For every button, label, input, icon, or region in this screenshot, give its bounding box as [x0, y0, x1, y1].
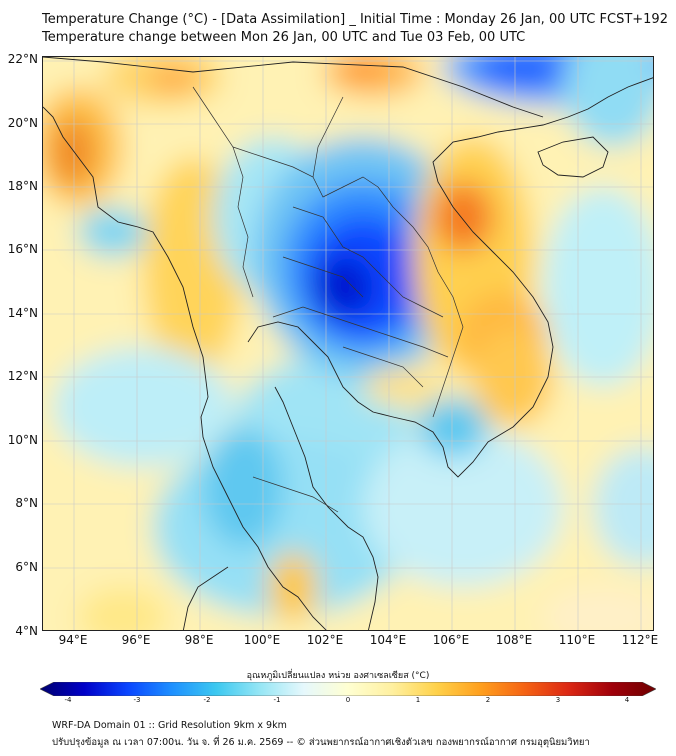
lon-label-102e: 102°E	[306, 633, 344, 647]
chart-title: Temperature Change (°C) - [Data Assimila…	[42, 12, 668, 27]
temperature-field	[43, 57, 653, 630]
lon-label-112e: 112°E	[621, 633, 659, 647]
colorbar-tick: -3	[133, 696, 141, 704]
lon-label-104e: 104°E	[369, 633, 407, 647]
temperature-change-map	[42, 56, 654, 631]
colorbar-title: อุณหภูมิเปลี่ยนแปลง หน่วย องศาเซลเซียส (…	[246, 671, 430, 681]
footer-model-info: WRF-DA Domain 01 :: Grid Resolution 9km …	[52, 720, 287, 731]
lon-label-106e: 106°E	[432, 633, 470, 647]
lat-label-22n: 22°N	[7, 52, 38, 66]
colorbar-body	[40, 682, 656, 696]
lon-label-94e: 94°E	[58, 633, 88, 647]
colorbar	[40, 682, 656, 696]
colorbar-tick: -1	[273, 696, 281, 704]
coastlines	[43, 57, 653, 630]
lat-label-4n: 4°N	[15, 624, 38, 638]
lat-label-20n: 20°N	[7, 116, 38, 130]
colorbar-tick: 3	[555, 696, 561, 704]
lon-label-108e: 108°E	[495, 633, 533, 647]
lat-label-12n: 12°N	[7, 369, 38, 383]
lon-label-98e: 98°E	[184, 633, 214, 647]
colorbar-tick: -4	[64, 696, 72, 704]
colorbar-tick: 4	[624, 696, 630, 704]
colorbar-tick: -2	[203, 696, 211, 704]
lat-label-10n: 10°N	[7, 433, 38, 447]
lon-label-100e: 100°E	[243, 633, 281, 647]
colorbar-tick: 0	[345, 696, 351, 704]
gridlines	[43, 57, 653, 630]
admin-borders	[192, 86, 464, 513]
map-canvas	[43, 57, 653, 630]
lat-label-14n: 14°N	[7, 306, 38, 320]
lat-label-6n: 6°N	[15, 560, 38, 574]
lon-label-96e: 96°E	[121, 633, 151, 647]
lat-label-18n: 18°N	[7, 179, 38, 193]
footer-credits: ปรับปรุงข้อมูล ณ เวลา 07:00น. วัน จ. ที่…	[52, 737, 590, 748]
colorbar-tick: 2	[485, 696, 491, 704]
lat-label-16n: 16°N	[7, 242, 38, 256]
lat-label-8n: 8°N	[15, 496, 38, 510]
chart-subtitle: Temperature change between Mon 26 Jan, 0…	[42, 30, 526, 45]
colorbar-tick: 1	[415, 696, 421, 704]
lon-label-110e: 110°E	[558, 633, 596, 647]
